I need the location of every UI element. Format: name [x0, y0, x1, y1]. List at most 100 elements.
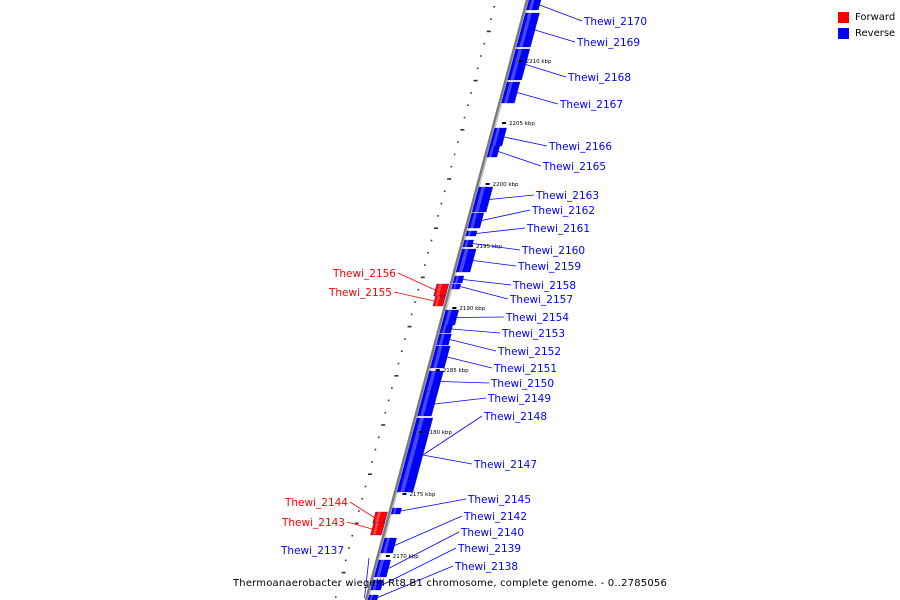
ruler-mark	[483, 42, 486, 45]
gene-highlight	[433, 346, 443, 368]
gene-label: Thewi_2144	[284, 497, 348, 509]
gene-label: Thewi_2153	[501, 328, 565, 340]
label-connector	[451, 328, 501, 334]
ruler-mark	[348, 547, 350, 549]
backbone-shadow	[365, 0, 531, 600]
ruler-mark	[473, 79, 478, 82]
gene-highlight	[426, 371, 436, 392]
label-connector	[489, 194, 535, 200]
gene-label: Thewi_2165	[542, 161, 606, 173]
gene-highlight	[467, 231, 472, 236]
tick-label: 2185 kbp	[443, 368, 469, 374]
label-connector	[422, 415, 483, 456]
gene-thewi-2139	[370, 579, 384, 591]
gene-label: Thewi_2139	[457, 543, 521, 555]
tick-mark	[419, 431, 424, 433]
gene-thewi-2170	[526, 0, 542, 11]
legend-reverse-label: Reverse	[855, 27, 896, 39]
gene-highlight	[470, 213, 478, 228]
label-connector	[462, 279, 512, 286]
tick-label: 2190 kbp	[459, 306, 485, 312]
ruler-mark	[440, 202, 443, 205]
gene-highlight	[369, 597, 373, 600]
gene-thewi-2154	[441, 309, 460, 326]
gene-highlight	[438, 334, 445, 345]
tick-label: 2200 kbp	[493, 182, 519, 188]
ruler-mark	[384, 411, 387, 414]
tick-label: 2205 kbp	[509, 121, 535, 127]
legend-reverse: Reverse	[838, 25, 895, 41]
gene-label: Thewi_2162	[531, 205, 595, 217]
gene-thewi-2140	[373, 559, 391, 578]
ruler-mark	[450, 165, 453, 168]
gene-label: Thewi_2158	[512, 280, 576, 292]
tick-mark	[501, 122, 506, 124]
gene-thewi-2167	[501, 81, 521, 104]
gene-highlight	[492, 128, 501, 146]
gene-highlight	[420, 392, 431, 416]
label-connector	[388, 531, 460, 569]
gene-highlight	[510, 49, 523, 80]
label-connector	[498, 151, 542, 167]
tick-label: 2210 kbp	[526, 59, 552, 65]
ruler-mark	[344, 559, 347, 562]
label-connector	[377, 565, 454, 598]
gene-label: Thewi_2152	[497, 346, 561, 358]
label-connector	[449, 339, 497, 352]
gene-label: Thewi_2170	[583, 16, 647, 28]
ruler-mark	[341, 571, 346, 574]
forward-swatch	[838, 11, 849, 23]
gene-highlight	[383, 538, 391, 553]
gene-label: Thewi_2155	[328, 287, 392, 299]
gene-label: Thewi_2161	[526, 223, 590, 235]
ruler-mark	[391, 387, 393, 389]
label-connector	[346, 521, 373, 530]
ruler-mark	[443, 190, 446, 193]
ruler-mark	[400, 350, 403, 352]
gene-label: Thewi_2149	[487, 393, 551, 405]
ruler-mark	[371, 461, 373, 463]
gene-highlight	[441, 325, 447, 333]
ruler-mark	[437, 215, 439, 217]
gene-label: Thewi_2143	[281, 517, 345, 529]
ruler-mark	[404, 338, 406, 340]
label-connector	[400, 498, 467, 512]
gene-thewi-2148	[396, 417, 434, 493]
legend: Forward Reverse	[838, 9, 895, 41]
gene-highlight	[392, 508, 397, 514]
gene-label: Thewi_2167	[559, 99, 623, 111]
gene-thewi-2151	[430, 345, 451, 369]
label-connector	[476, 227, 526, 234]
gene-label: Thewi_2140	[460, 527, 524, 539]
ruler-mark	[338, 584, 340, 586]
label-connector	[394, 515, 463, 546]
ruler-track	[334, 6, 495, 598]
ruler-mark	[420, 276, 425, 279]
gene-labels: Thewi_2170 Thewi_2169 Thewi_2168 Thewi_2167…	[280, 4, 647, 599]
ruler-mark	[417, 288, 420, 291]
tick-label: 2170 kbp	[393, 554, 419, 560]
tick-mark	[435, 369, 440, 371]
gene-label: Thewi_2151	[493, 363, 557, 375]
gene-label: Thewi_2156	[332, 268, 396, 280]
ruler-mark	[447, 178, 452, 180]
gene-thewi-2161	[465, 230, 478, 237]
label-connector	[364, 557, 370, 599]
gene-thewi-2153	[439, 324, 453, 334]
gene-highlight	[376, 560, 385, 577]
gene-thewi-2166	[489, 127, 507, 147]
gene-label: Thewi_2160	[521, 245, 585, 257]
gene-highlight	[488, 146, 495, 157]
ruler-mark	[358, 510, 360, 512]
gene-label: Thewi_2168	[567, 72, 631, 84]
tick-mark	[385, 555, 390, 557]
ruler-mark	[334, 596, 337, 598]
label-connector	[460, 286, 509, 300]
gene-thewi-2163	[471, 186, 494, 213]
label-connector	[534, 29, 576, 43]
gene-highlight	[435, 284, 443, 296]
gene-label: Thewi_2166	[548, 141, 612, 153]
gene-highlight	[444, 310, 452, 325]
tick-label: 2195 kbp	[476, 244, 502, 250]
gene-highlight	[474, 187, 486, 212]
